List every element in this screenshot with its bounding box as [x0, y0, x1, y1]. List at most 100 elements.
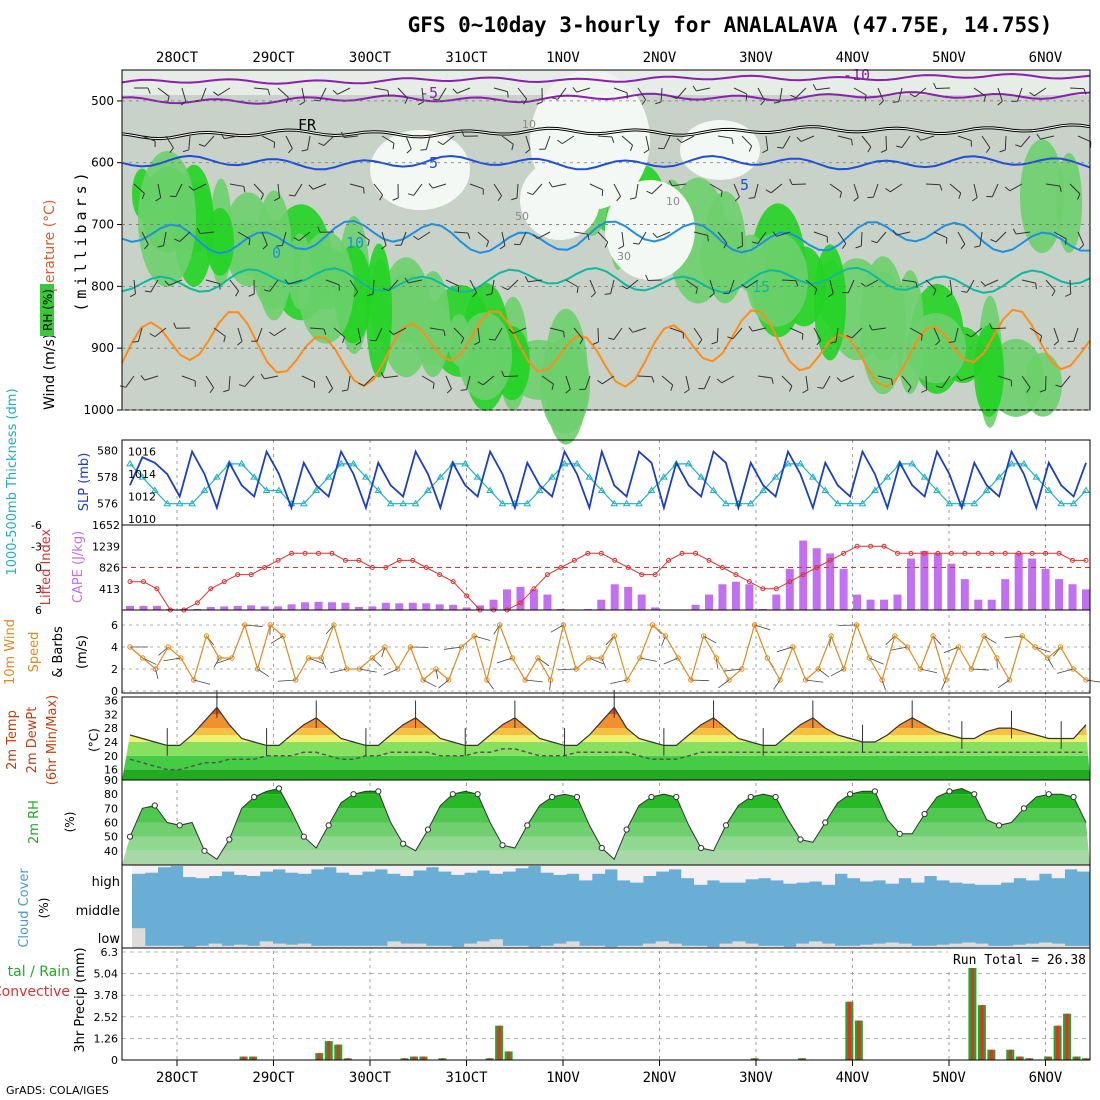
- wind-barb-flag: [604, 241, 609, 248]
- wind-barb-flag: [762, 149, 768, 154]
- wind-barb: [985, 279, 999, 287]
- wind-speed-point: [981, 633, 987, 639]
- wind-barb: [841, 375, 855, 383]
- wind-barb-flag: [1053, 340, 1059, 346]
- wind-barb: [954, 327, 959, 342]
- surface-wind-barb: [155, 668, 159, 680]
- wind-barb-flag: [956, 375, 962, 381]
- wind-barb-flag: [511, 197, 518, 201]
- wind-speed-point: [675, 655, 681, 661]
- precip-convective-bar: [317, 1053, 321, 1060]
- wind-barb: [281, 231, 287, 246]
- wind-barb-flag: [342, 337, 346, 344]
- rh-dry-area: [520, 160, 600, 240]
- wind-tick: 6: [111, 619, 118, 632]
- surface-wind-barb: [997, 679, 1010, 689]
- wind-barb-flag: [235, 290, 240, 297]
- wind-barb: [637, 87, 647, 101]
- slp-tick: 1016: [128, 446, 156, 459]
- wind-barb-flag: [551, 383, 554, 390]
- surface-wind-barb: [983, 635, 997, 644]
- wind-barb-flag: [452, 88, 458, 94]
- wind-barb-flag: [174, 238, 180, 242]
- cloud-level-label: middle: [76, 904, 120, 919]
- wind-speed-point: [879, 677, 885, 683]
- wind-barb: [528, 279, 543, 283]
- wind-barb-flag: [404, 98, 408, 104]
- wind-barb: [532, 183, 543, 195]
- bottom-date-label: 29OCT: [252, 1070, 295, 1086]
- wind-barb-flag: [432, 98, 439, 101]
- wind-barb: [253, 87, 268, 90]
- high-cloud-gap: [259, 865, 274, 872]
- wind-barb: [957, 135, 972, 142]
- wind-barb-flag: [752, 241, 759, 244]
- wind-barb-flag: [1065, 293, 1071, 297]
- wind-barb-flag: [878, 100, 884, 106]
- low-cloud-gap: [438, 945, 452, 948]
- wind-barb-flag: [572, 87, 578, 93]
- cape-bar: [381, 602, 390, 610]
- wind-barb: [901, 135, 911, 148]
- low-cloud-gap: [668, 943, 682, 948]
- cape-bar: [287, 604, 296, 610]
- surface-wind-barb: [996, 657, 998, 669]
- wind-barb: [301, 87, 306, 102]
- wind-barb-flag: [328, 388, 333, 394]
- low-cloud-gap: [681, 945, 695, 948]
- precip-total-label: tal / Rain: [8, 964, 70, 980]
- wind-barb: [638, 231, 647, 245]
- li-line: [130, 545, 1086, 611]
- wind-barb-flag: [299, 101, 305, 106]
- low-cloud-gap: [1013, 944, 1027, 948]
- cape-bar: [368, 606, 377, 610]
- low-cloud-gap: [630, 945, 644, 948]
- cape-tick: 1652: [92, 519, 120, 532]
- wind-labels: 10m Wind Speed & Barbs (m/s): [3, 619, 90, 685]
- cape-bar: [274, 606, 283, 610]
- low-cloud-gap: [949, 943, 963, 948]
- thickness-point: [374, 486, 383, 493]
- wind-barb-flag: [1051, 290, 1056, 297]
- cloud-level-label: high: [92, 875, 120, 890]
- wind-barb: [835, 327, 839, 342]
- wind-barb: [421, 375, 435, 384]
- low-cloud-gap: [349, 945, 363, 948]
- wind-barb: [237, 231, 251, 240]
- temp-tick: 24: [104, 736, 118, 749]
- wind-barb-flag: [579, 338, 584, 345]
- cloud-axis-label: Cloud Cover: [17, 868, 32, 948]
- wind-barb-flag: [608, 337, 615, 340]
- wind-barb: [157, 87, 170, 97]
- low-cloud-gap: [195, 945, 210, 948]
- wind-barb: [1034, 87, 1047, 97]
- cape-bar: [799, 540, 808, 610]
- surface-wind-barb: [818, 668, 830, 678]
- high-cloud-gap: [502, 865, 516, 872]
- wind-barb-flag: [417, 101, 424, 106]
- surface-wind-barb: [496, 657, 513, 664]
- wind-barb: [429, 327, 444, 331]
- wind-barb-flag: [709, 292, 715, 298]
- wind-barb-flag: [287, 148, 293, 154]
- upper-air-ylabel: (millibars): [72, 168, 90, 311]
- temperature-contour-label: 0: [272, 244, 281, 262]
- wind-barb: [516, 183, 519, 199]
- wind-barb-flag: [260, 373, 265, 380]
- wind-barb: [589, 183, 603, 191]
- wind-barb-flag: [132, 341, 139, 343]
- low-cloud-gap: [770, 945, 784, 948]
- low-cloud-gap: [1077, 945, 1091, 948]
- wind-barb: [453, 327, 465, 339]
- li-point: [208, 586, 214, 592]
- high-cloud-gap: [336, 865, 350, 873]
- wind-barb-flag: [507, 91, 509, 98]
- cape-tick: 826: [99, 562, 120, 575]
- wind-barb-flag: [990, 239, 997, 243]
- wind-barb: [163, 231, 167, 246]
- thickness-point: [312, 486, 321, 493]
- thickness-point: [424, 486, 432, 493]
- li-point: [423, 565, 429, 570]
- low-cloud-gap: [821, 943, 836, 948]
- cape-bar: [1082, 589, 1090, 610]
